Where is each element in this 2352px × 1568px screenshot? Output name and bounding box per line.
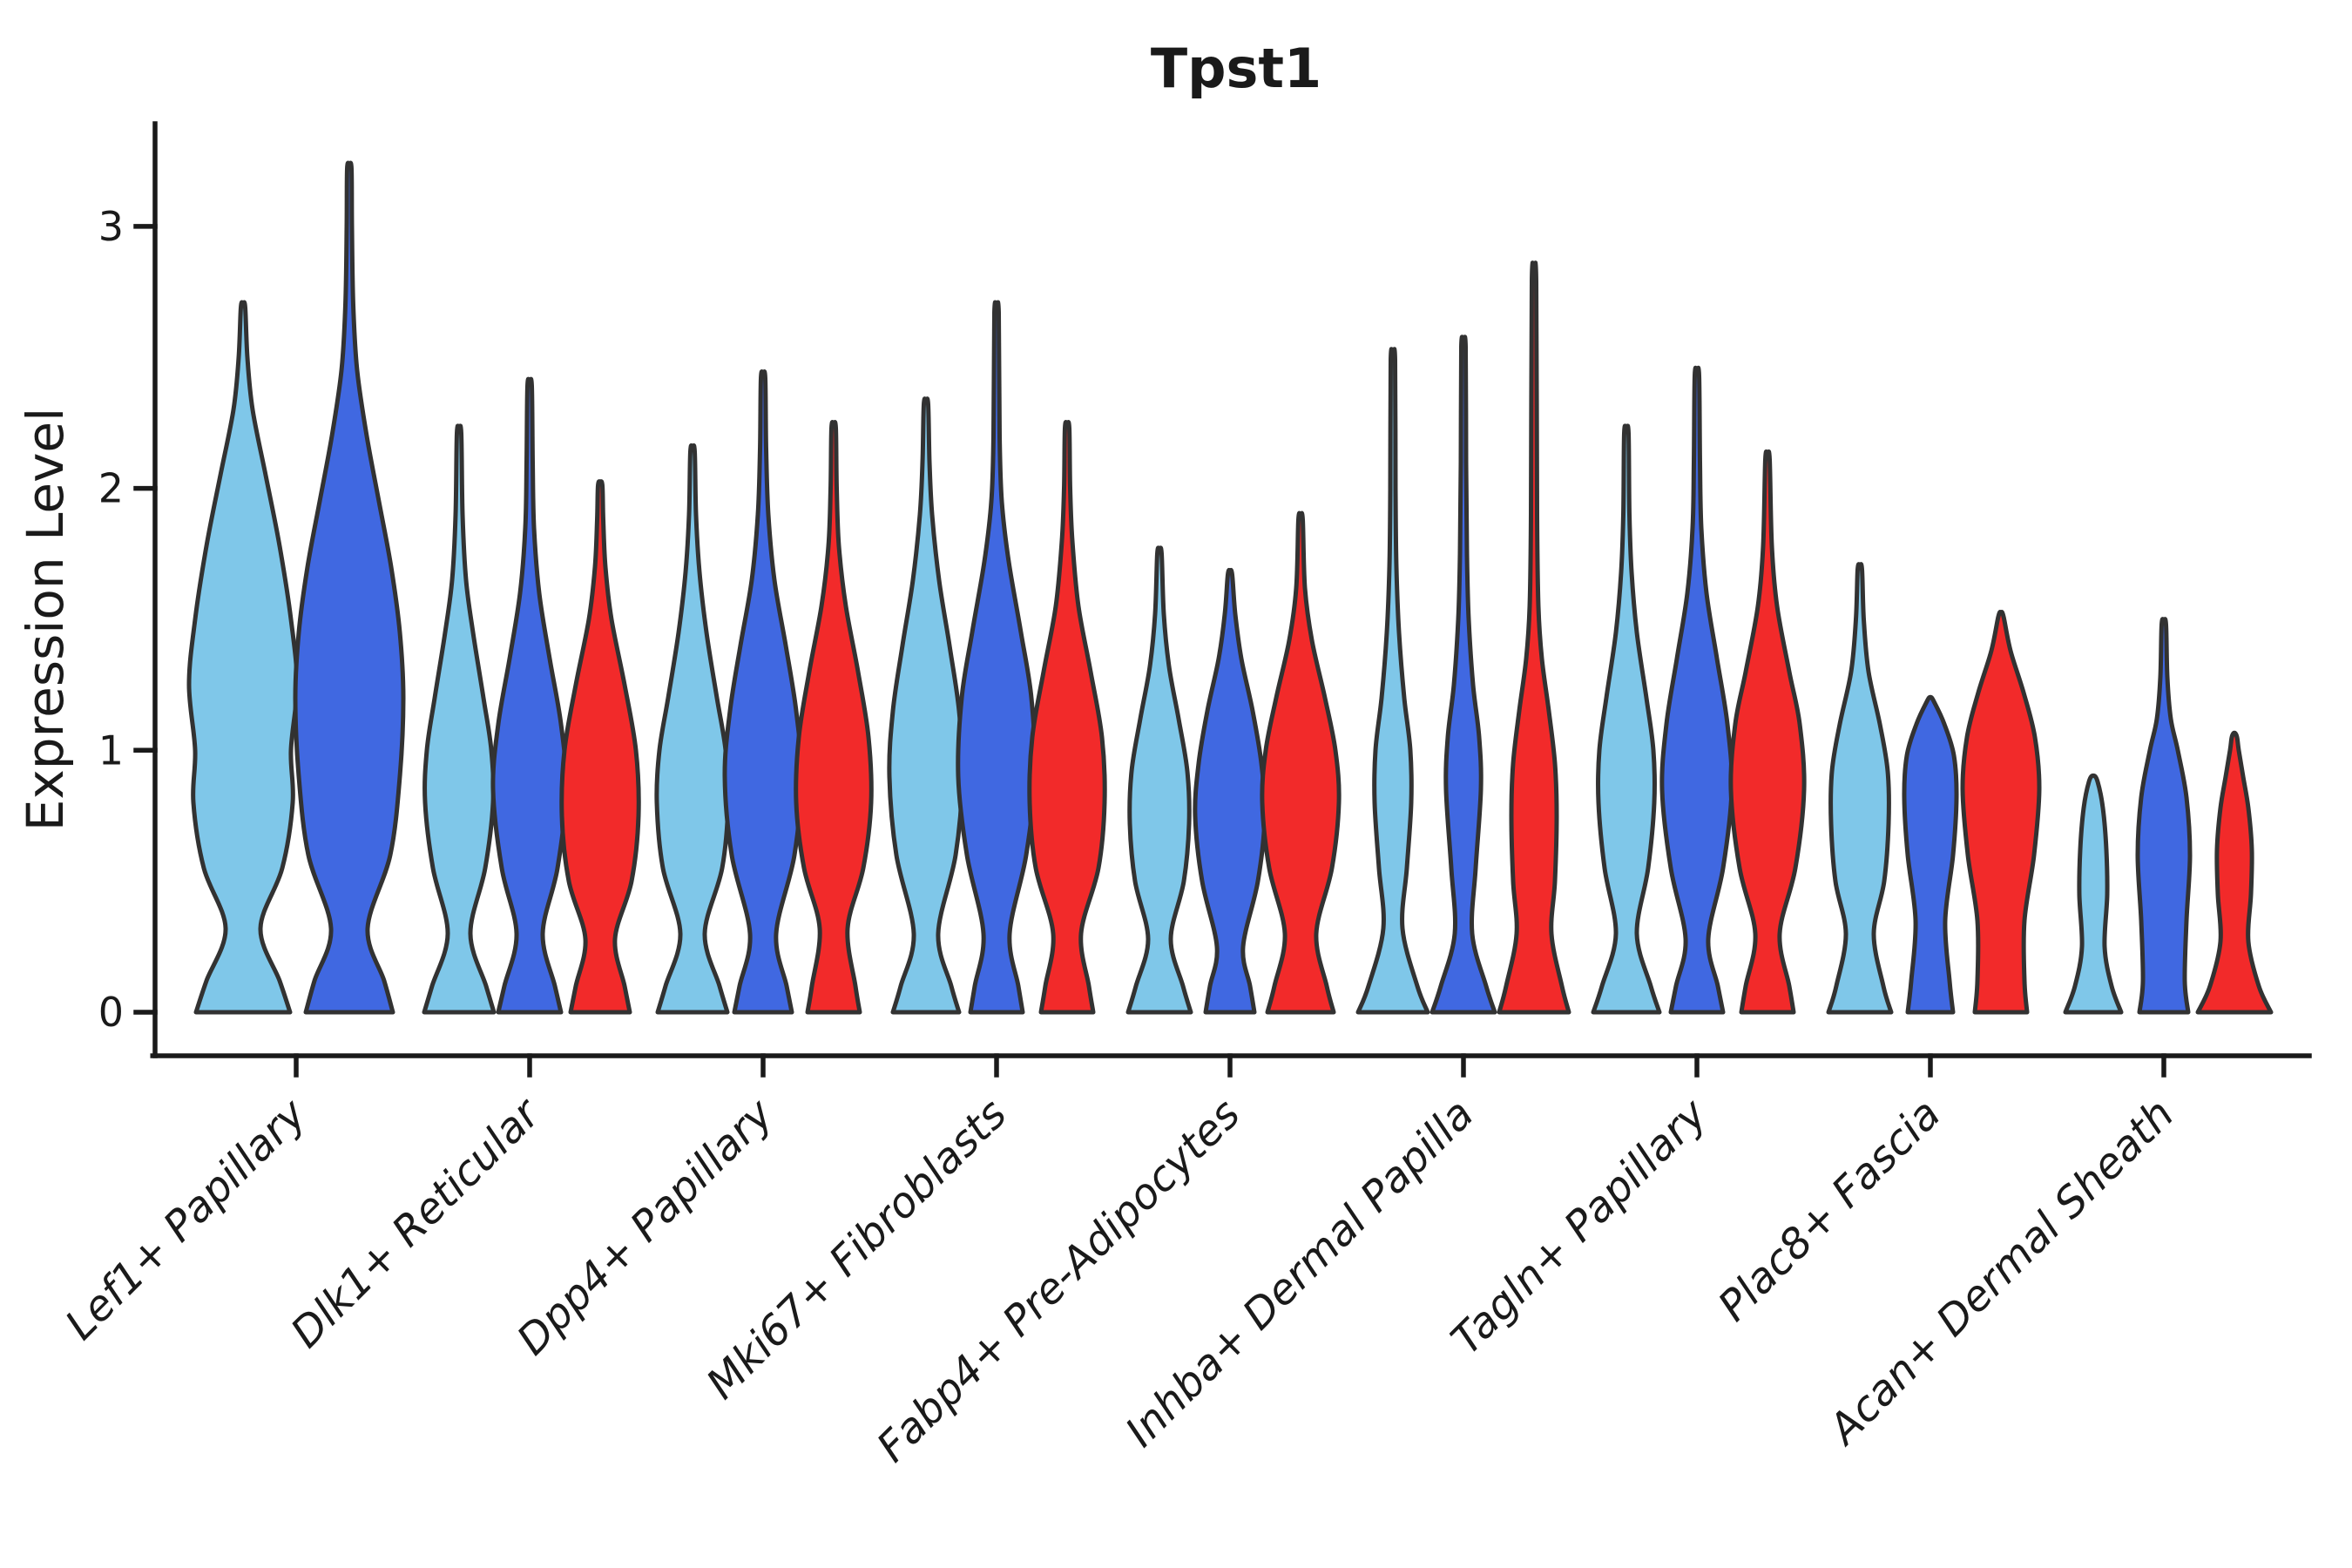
violin-dpp4-papillary-royal-blue — [722, 369, 804, 1015]
x-tick-label-7: Tagln+ Papillary — [1442, 1089, 1717, 1364]
violin-fabp4-pre-adipocytes-red — [1260, 510, 1342, 1015]
violin-dlk1-reticular-red — [559, 479, 641, 1015]
violin-acan-dermal-sheath-royal-blue — [2135, 617, 2193, 1015]
violin-inhba-dermal-papilla-red — [1497, 260, 1571, 1015]
y-tick-label-3: 3 — [98, 203, 124, 250]
axes-layer — [133, 121, 2312, 1078]
violins-layer — [186, 160, 2274, 1015]
violin-tagln-papillary-royal-blue — [1659, 365, 1734, 1015]
violin-acan-dermal-sheath-light-blue — [2063, 773, 2124, 1015]
violin-inhba-dermal-papilla-royal-blue — [1429, 335, 1497, 1015]
y-tick-label-1: 1 — [98, 727, 124, 774]
violin-mki67-fibroblasts-light-blue — [887, 396, 965, 1015]
violin-mki67-fibroblasts-red — [1027, 420, 1107, 1015]
violin-fabp4-pre-adipocytes-light-blue — [1125, 545, 1193, 1015]
violin-dpp4-papillary-red — [794, 420, 874, 1015]
violin-lef1-papillary-royal-blue — [293, 160, 406, 1015]
violin-tagln-papillary-red — [1728, 449, 1807, 1015]
x-tick-label-8: Plac8+ Fascia — [1709, 1090, 1950, 1331]
violin-tagln-papillary-light-blue — [1591, 423, 1662, 1015]
violin-plac8-fascia-red — [1960, 610, 2042, 1015]
violin-plac8-fascia-light-blue — [1826, 562, 1894, 1015]
x-tick-label-2: Dlk1+ Reticular — [281, 1088, 551, 1358]
violin-dpp4-papillary-light-blue — [654, 443, 731, 1015]
y-tick-label-0: 0 — [98, 989, 124, 1036]
violin-dlk1-reticular-royal-blue — [490, 376, 569, 1015]
y-axis-label: Expression Level — [16, 408, 75, 831]
violin-dlk1-reticular-light-blue — [422, 423, 497, 1015]
violin-acan-dermal-sheath-red — [2195, 730, 2274, 1015]
x-tick-label-1: Lef1+ Papillary — [56, 1089, 316, 1349]
violin-mki67-fibroblasts-royal-blue — [956, 300, 1037, 1015]
plot-title: Tpst1 — [1151, 37, 1321, 100]
violin-lef1-papillary-light-blue — [186, 300, 300, 1015]
violin-plac8-fascia-royal-blue — [1902, 694, 1959, 1015]
x-tick-label-3: Dpp4+ Papillary — [508, 1089, 783, 1364]
violin-fabp4-pre-adipocytes-royal-blue — [1193, 567, 1267, 1015]
violin-inhba-dermal-papilla-light-blue — [1355, 347, 1430, 1015]
y-tick-label-2: 2 — [98, 465, 124, 512]
